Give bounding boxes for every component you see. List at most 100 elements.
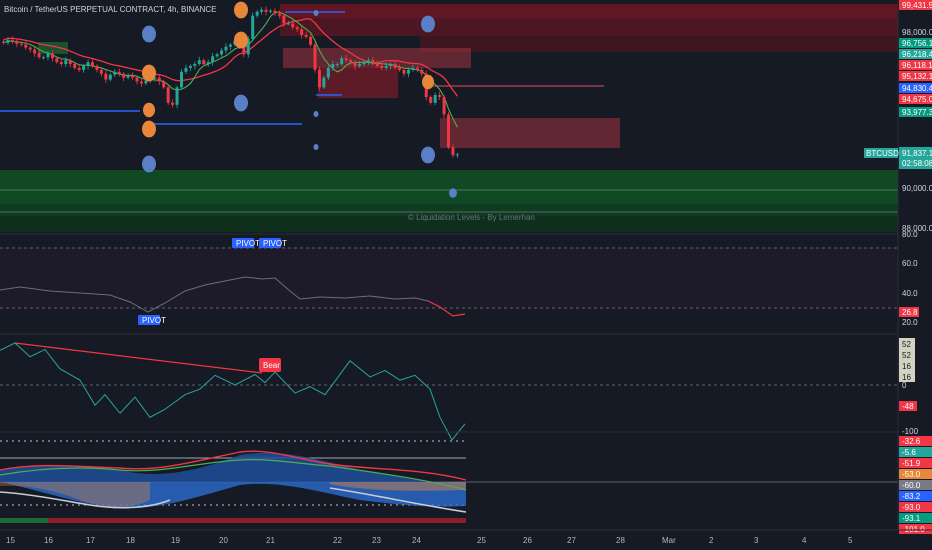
candle-body [6,39,10,43]
time-tick: 19 [171,536,180,545]
candle-body [211,56,215,63]
red-box [440,118,620,148]
price-tick: 90,000.0 [902,184,932,193]
candle-body [206,62,210,65]
price-label-box [899,94,932,104]
rsi-tick: 40.0 [902,289,918,298]
candle-body [99,69,103,74]
price-tick: 98,000.0 [902,28,932,37]
candle-body [393,64,397,68]
price-label-box [899,107,932,117]
candle-body [277,13,281,16]
candle-body [86,62,90,66]
watermark-text: © Liquidation Levels - By Lemerhan [408,213,535,222]
candle-body [255,11,259,16]
liquidation-circle [142,155,156,173]
time-tick: 24 [412,536,421,545]
price-label: 95,132.1 [902,72,932,81]
candle-body [220,50,224,55]
svg-text:91,837.1: 91,837.1 [902,149,932,158]
red-histogram-bar [48,518,466,523]
candle-body [269,10,272,12]
liquidation-circle [142,120,156,138]
candle-body [2,41,5,43]
candle-body [64,60,68,65]
osc-tick: 0 [902,381,907,390]
candle-body [144,80,148,84]
candle-body [166,87,170,103]
svg-text:Bear: Bear [263,361,280,370]
candle-body [59,62,63,65]
candle-body [215,54,219,57]
candle-body [139,81,143,84]
osc-tick: 16 [902,373,911,382]
indicator-label-box [899,524,932,534]
svg-text:-48: -48 [902,402,914,411]
liquidation-circles [142,1,457,198]
indicator-label-box [899,436,932,446]
time-tick: Mar [662,536,676,545]
candle-body [37,53,41,58]
candle-body [131,75,135,78]
price-label: 96,756.1 [902,39,932,48]
time-tick: 3 [754,536,759,545]
candle-body [15,40,19,44]
price-label-box [899,83,932,93]
time-tick: 23 [372,536,381,545]
green-liquidation-zone-lower [0,204,898,216]
candle-body [24,44,28,48]
candle-body [19,43,23,45]
candle-body [117,71,121,74]
candle-body [171,102,175,105]
candle-body [197,60,201,65]
candle-body [224,46,228,51]
candle-body [122,73,126,78]
candle-body [104,73,108,80]
red-liquidation-zone [280,4,898,18]
candle-body [260,9,264,12]
candle-body [384,66,388,68]
blue-wave-area-lower [0,482,466,509]
candle-body [344,58,348,61]
osc-value-label: -48 [899,401,917,411]
bear-label: Bear [259,358,281,372]
liquidation-circle [422,74,434,90]
candle-body [433,95,437,103]
price-label-box [899,38,932,48]
candle-body [429,97,433,103]
price-scale: 98,000.0 90,000.0 88,000.0 99,431.5 96,75… [864,0,932,534]
candle-body [202,60,206,65]
candle-body [188,66,192,68]
candle-body [406,69,410,74]
liquidation-circle [449,188,457,198]
osc-tick: 52 [902,351,911,360]
price-label-box [899,49,932,59]
candle-body [180,71,183,88]
osc-tick: 16 [902,362,911,371]
red-box [318,66,398,98]
blue-wave-area [0,452,466,484]
time-tick: 26 [523,536,532,545]
candle-body [402,69,406,74]
liquidation-circle [421,146,435,164]
liquidation-circle [143,102,155,118]
svg-text:PIVOT: PIVOT [236,239,260,248]
candle-body [251,15,255,39]
time-tick: 22 [333,536,342,545]
candle-body [447,114,450,148]
red-oscillator-line [0,450,467,481]
candle-body [246,38,250,55]
candle-body [33,49,37,54]
osc-tick: -100 [902,427,919,436]
orange-band [0,482,150,507]
rsi-tick: 80.0 [902,230,918,239]
red-liquidation-zone [420,36,898,52]
price-label: 96,218.4 [902,50,932,59]
liquidation-circle [234,31,248,49]
candle-body [273,10,277,14]
candle-body [309,36,313,45]
price-label: 94,675.0 [902,95,932,104]
candle-body [304,35,308,37]
red-liquidation-zone [280,18,898,36]
